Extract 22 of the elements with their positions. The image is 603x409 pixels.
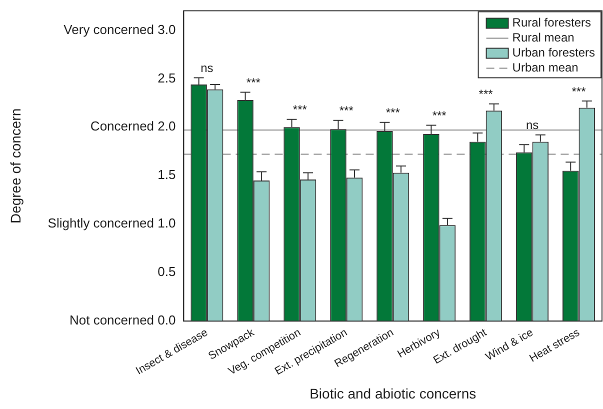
annotation: ***	[478, 87, 494, 102]
y-tick-label: 1.5	[158, 167, 176, 182]
annotation: ***	[246, 76, 261, 90]
y-tick-label: 2.5	[158, 70, 176, 86]
y-axis-title: Degree of concern	[7, 108, 24, 224]
annotation: ns	[526, 118, 539, 132]
annotation: ns	[200, 61, 214, 76]
legend-label: Urban mean	[512, 60, 578, 75]
legend-label: Rural mean	[512, 30, 574, 45]
y-tick-label: Not concerned 0.0	[69, 312, 176, 328]
legend-label: Urban foresters	[512, 46, 596, 60]
annotation: ***	[432, 108, 447, 123]
y-tick-label: 0.5	[158, 264, 176, 280]
annotation: ***	[339, 104, 354, 118]
x-axis-title: Biotic and abiotic concerns	[310, 385, 476, 402]
annotation: ***	[292, 102, 308, 117]
y-tick-label: Concerned 2.0	[90, 118, 176, 134]
y-tick-label: Slightly concerned 1.0	[48, 216, 176, 231]
legend-label: Rural foresters	[512, 16, 592, 30]
y-tick-label: Very concerned 3.0	[64, 22, 176, 37]
annotation: ***	[386, 106, 400, 120]
annotation: ***	[572, 84, 586, 98]
